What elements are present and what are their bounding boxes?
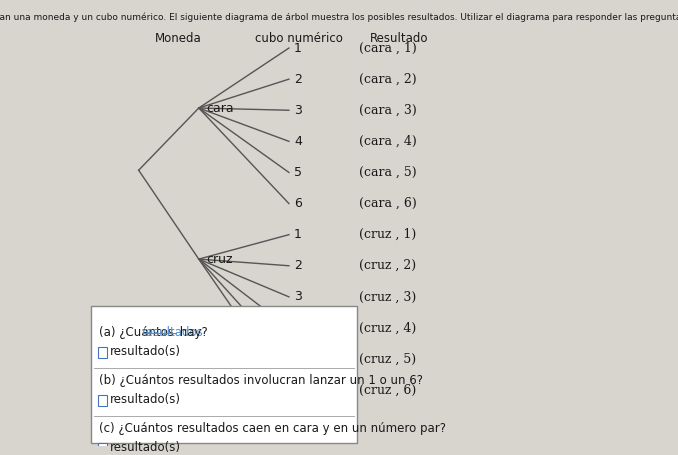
Text: (cara , 3): (cara , 3) [359, 104, 417, 117]
Text: Resultado: Resultado [370, 32, 428, 46]
Text: resultado(s): resultado(s) [110, 393, 180, 406]
Text: 4: 4 [294, 135, 302, 148]
Text: 6: 6 [294, 384, 302, 397]
Text: resultado(s): resultado(s) [110, 441, 180, 454]
Text: hay?: hay? [176, 326, 208, 339]
Text: Moneda: Moneda [155, 32, 202, 46]
Text: 6: 6 [294, 197, 302, 210]
Text: 1: 1 [294, 41, 302, 55]
Text: cruz: cruz [206, 253, 233, 266]
Text: (a) ¿Cuántos: (a) ¿Cuántos [98, 326, 178, 339]
Text: (cruz , 4): (cruz , 4) [359, 322, 416, 334]
Text: 1: 1 [294, 228, 302, 241]
Text: (cara , 2): (cara , 2) [359, 73, 417, 86]
Text: 5: 5 [294, 166, 302, 179]
Text: (b) ¿Cuántos resultados involucran lanzar un 1 o un 6?: (b) ¿Cuántos resultados involucran lanza… [98, 374, 422, 387]
Text: (c) ¿Cuántos resultados caen en cara y en un número par?: (c) ¿Cuántos resultados caen en cara y e… [98, 422, 445, 435]
Text: (cruz , 2): (cruz , 2) [359, 259, 416, 272]
Text: (cara , 5): (cara , 5) [359, 166, 417, 179]
FancyBboxPatch shape [98, 395, 107, 406]
FancyBboxPatch shape [98, 347, 107, 358]
Text: cubo numérico: cubo numérico [255, 32, 343, 46]
Text: 5: 5 [294, 353, 302, 365]
Text: (cruz , 1): (cruz , 1) [359, 228, 416, 241]
Text: nzan una moneda y un cubo numérico. El siguiente diagrama de árbol muestra los p: nzan una moneda y un cubo numérico. El s… [0, 12, 678, 22]
Text: (cruz , 6): (cruz , 6) [359, 384, 416, 397]
Text: resultado(s): resultado(s) [110, 345, 180, 358]
Text: 4: 4 [294, 322, 302, 334]
Text: 3: 3 [294, 290, 302, 303]
Text: (cruz , 5): (cruz , 5) [359, 353, 416, 365]
FancyBboxPatch shape [91, 306, 357, 444]
Text: (cruz , 3): (cruz , 3) [359, 290, 416, 303]
Text: (cara , 4): (cara , 4) [359, 135, 417, 148]
Text: resultados: resultados [142, 326, 204, 339]
Text: cara: cara [206, 101, 234, 115]
Text: (cara , 6): (cara , 6) [359, 197, 417, 210]
Text: 2: 2 [294, 73, 302, 86]
Text: 3: 3 [294, 104, 302, 117]
Text: (cara , 1): (cara , 1) [359, 41, 417, 55]
Text: 2: 2 [294, 259, 302, 272]
FancyBboxPatch shape [98, 443, 107, 454]
